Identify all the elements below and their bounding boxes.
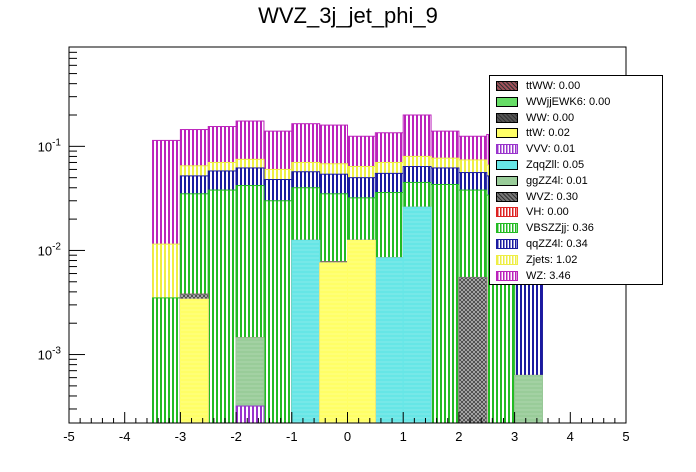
legend-label: WW: 0.00 [526, 111, 575, 124]
histogram-bars [152, 114, 543, 424]
legend-swatch [496, 254, 518, 265]
y-tick-label: 10-3 [38, 346, 62, 363]
legend: ttWW: 0.00 WWjjEWK6: 0.00 WW: 0.00 ttW: 0.0… [489, 75, 663, 285]
bar-ttW-7 [347, 239, 376, 424]
legend-swatch [496, 160, 518, 170]
x-tick-label: 2 [455, 429, 462, 444]
legend-entry: VVV: 0.01 [490, 141, 662, 157]
x-tick-label: -3 [175, 429, 187, 444]
bar-ttW-6 [319, 262, 348, 424]
y-tick-label: 10-2 [38, 241, 62, 258]
legend-entry: WW: 0.00 [490, 110, 662, 126]
legend-label: Zjets: 1.02 [526, 253, 578, 266]
legend-swatch [496, 175, 518, 186]
bar-ZqqZll-8 [374, 257, 404, 424]
x-tick-label: -4 [119, 429, 131, 444]
legend-swatch [496, 223, 518, 234]
x-tick-label: -5 [63, 429, 75, 444]
legend-swatch [496, 239, 518, 249]
legend-entry: WVZ: 0.30 [490, 189, 662, 205]
legend-swatch [496, 81, 518, 91]
legend-label: WWjjEWK6: 0.00 [526, 95, 611, 108]
chart-title: WVZ_3j_jet_phi_9 [258, 3, 438, 28]
bar-ZqqZll-9 [402, 206, 432, 424]
x-tick-label: 3 [511, 429, 518, 444]
legend-entry: ttW: 0.02 [490, 125, 662, 141]
legend-entry: VBSZZjj: 0.36 [490, 220, 662, 236]
legend-label: VH: 0.00 [526, 206, 569, 219]
legend-swatch [496, 128, 518, 139]
bar-VBSZZjj-0 [152, 297, 181, 424]
x-tick-label: -2 [230, 429, 242, 444]
x-tick-label: 0 [344, 429, 351, 444]
y-tick-label: 10-1 [38, 137, 62, 154]
x-tick-label: 1 [400, 429, 407, 444]
bar-ZqqZll-5 [291, 239, 321, 424]
x-tick-label: 5 [622, 429, 629, 444]
legend-entry: qqZZ4l: 0.34 [490, 236, 662, 252]
bar-VBSZZjj-10 [430, 183, 460, 424]
bar-VVV-3 [235, 405, 265, 424]
legend-label: ttWW: 0.00 [526, 80, 581, 92]
bar-ggZZ4l-13 [514, 374, 543, 424]
legend-entry: WWjjEWK6: 0.00 [490, 94, 662, 110]
legend-entry: Zjets: 1.02 [490, 252, 662, 268]
legend-swatch [496, 144, 518, 155]
x-tick-label: 4 [567, 429, 574, 444]
legend-swatch [496, 207, 518, 218]
legend-label: WVZ: 0.30 [526, 190, 578, 203]
legend-entry: VH: 0.00 [490, 204, 662, 220]
bar-ttW-1 [179, 298, 209, 424]
legend-label: ZqqZll: 0.05 [526, 159, 585, 171]
legend-swatch [496, 96, 518, 107]
legend-entry: ttWW: 0.00 [490, 78, 662, 94]
legend-entry: ggZZ4l: 0.01 [490, 173, 662, 189]
bar-WVZ-11 [458, 276, 488, 424]
legend-label: ggZZ4l: 0.01 [526, 174, 588, 187]
legend-label: VBSZZjj: 0.36 [526, 222, 594, 235]
x-tick-label: -1 [286, 429, 298, 444]
bar-VBSZZjj-2 [207, 189, 237, 424]
legend-label: WZ: 3.46 [526, 269, 571, 282]
legend-entry: ZqqZll: 0.05 [490, 157, 662, 173]
legend-swatch [496, 112, 518, 123]
bar-VBSZZjj-4 [263, 200, 293, 424]
legend-label: qqZZ4l: 0.34 [526, 238, 588, 250]
legend-label: ttW: 0.02 [526, 127, 570, 140]
legend-swatch [496, 270, 518, 281]
legend-entry: WZ: 3.46 [490, 268, 662, 284]
legend-swatch [496, 191, 518, 202]
axis-ticks: -5 -4 -3 -2 -1 0 1 2 3 4 5 10-3 10-2 10-1 [38, 46, 630, 444]
legend-label: VVV: 0.01 [526, 143, 576, 156]
